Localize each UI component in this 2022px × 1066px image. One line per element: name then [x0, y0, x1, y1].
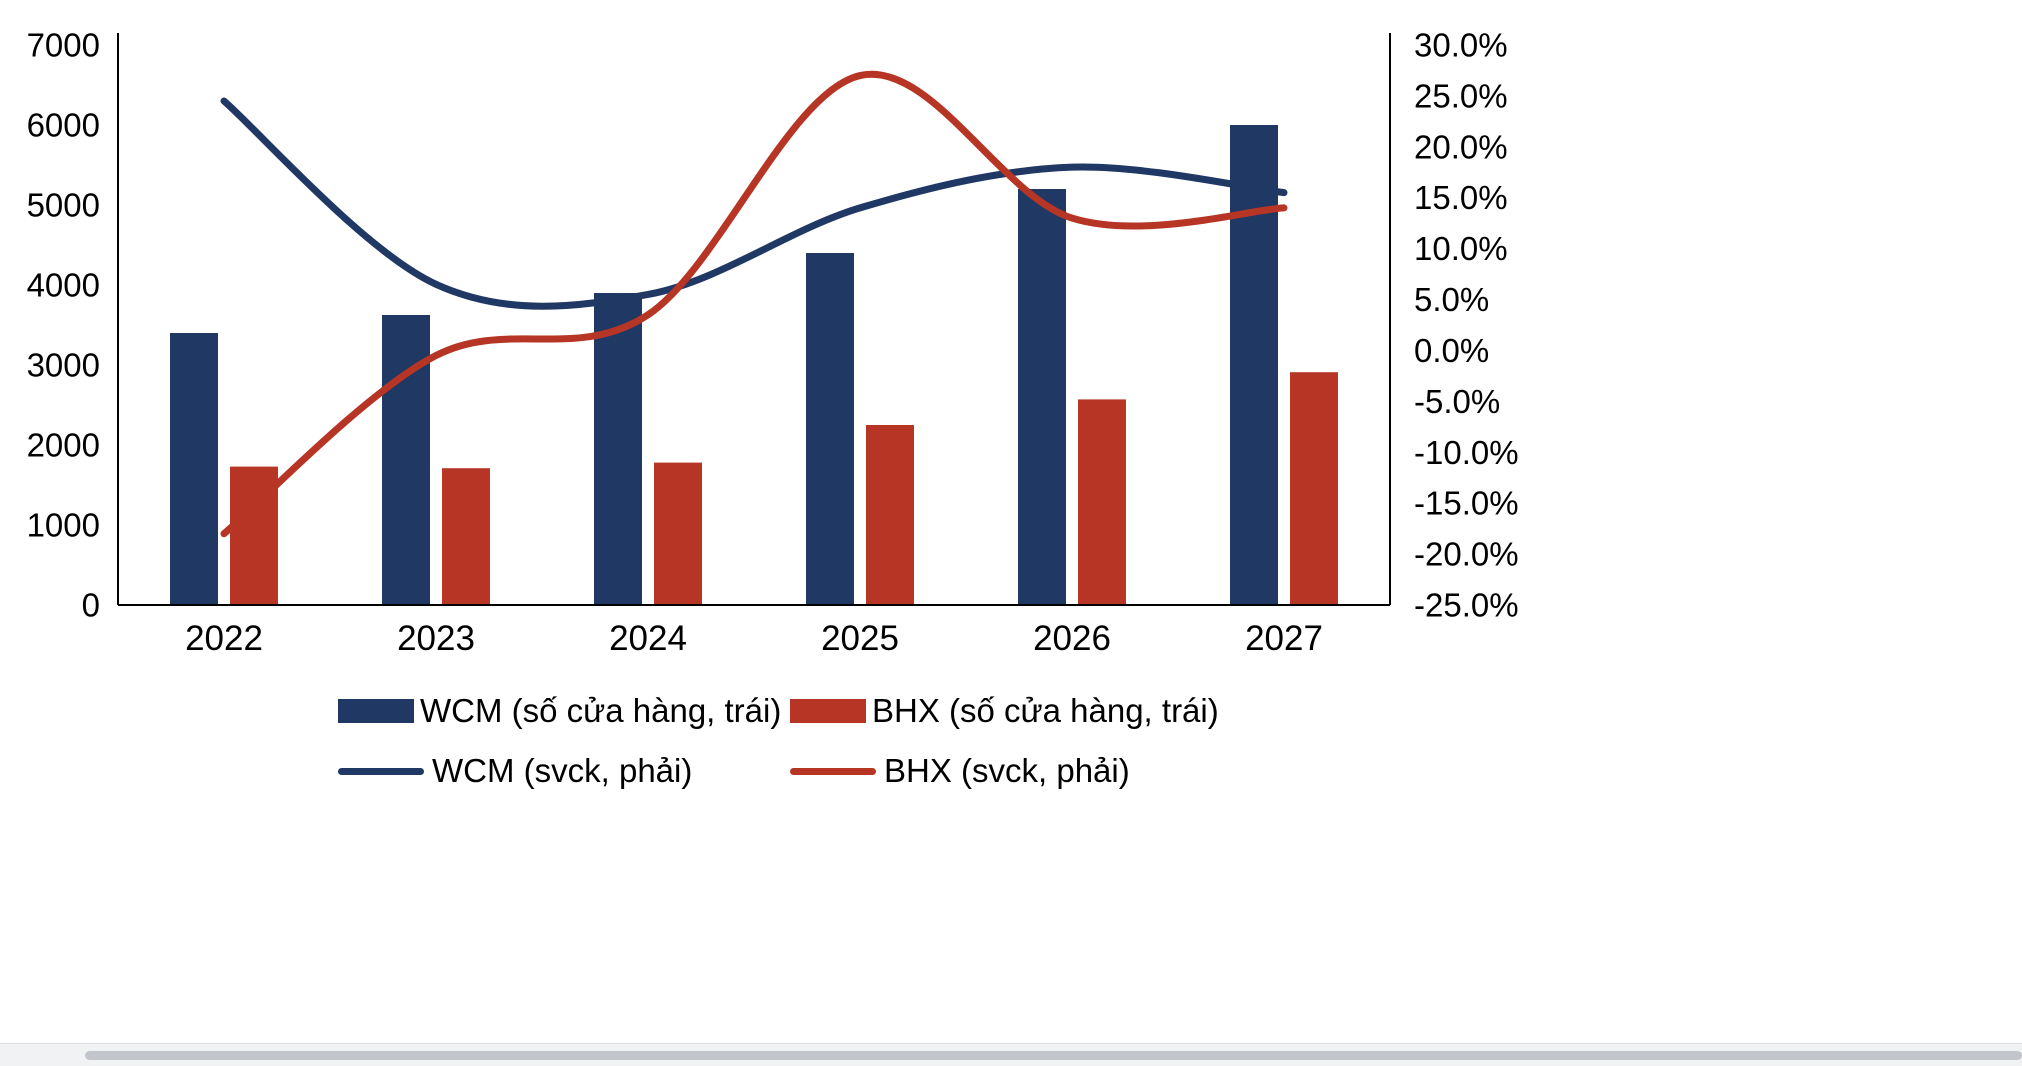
combo-chart: 0 1000 2000 3000 4000 5000 6000 7000 -25.0% -20.0…	[27, 27, 1519, 659]
bhx-bar	[866, 425, 914, 605]
left-axis-tick-label: 0	[82, 587, 100, 624]
left-axis-tick-label: 6000	[27, 107, 100, 144]
left-axis-tick-label: 7000	[27, 27, 100, 64]
right-axis-tick-label: -15.0%	[1414, 485, 1519, 522]
right-axis-tick-label: 25.0%	[1414, 77, 1508, 114]
legend-label-bhx-bars: BHX (số cửa hàng, trái)	[872, 692, 1219, 729]
right-axis-tick-label: -5.0%	[1414, 383, 1500, 420]
x-axis-tick-label: 2022	[185, 619, 263, 658]
left-axis-tick-label: 3000	[27, 347, 100, 384]
right-axis-tick-label: 30.0%	[1414, 27, 1508, 64]
legend-item-bhx-line: BHX (svck, phải)	[790, 752, 1219, 790]
x-axis-tick-label: 2026	[1033, 619, 1111, 658]
x-axis-tick-label: 2024	[609, 619, 687, 658]
right-axis-tick-label: 10.0%	[1414, 230, 1508, 267]
wcm-bar	[806, 253, 854, 605]
horizontal-scrollbar	[0, 1043, 2022, 1066]
bhx-bar	[442, 468, 490, 605]
scrollbar-thumb[interactable]	[85, 1051, 2022, 1060]
legend-label-wcm-bars: WCM (số cửa hàng, trái)	[420, 692, 782, 729]
legend-item-wcm-line: WCM (svck, phải)	[338, 752, 790, 790]
right-axis-tick-label: -20.0%	[1414, 536, 1519, 573]
x-axis-tick-label: 2025	[821, 619, 899, 658]
right-axis-tick-label: -25.0%	[1414, 587, 1519, 624]
bhx-bar	[1290, 372, 1338, 605]
legend-item-wcm-bars: WCM (số cửa hàng, trái)	[338, 692, 790, 730]
legend: WCM (số cửa hàng, trái) BHX (số cửa hàng…	[338, 692, 1219, 790]
left-axis-tick-label: 4000	[27, 267, 100, 304]
right-axis-tick-label: 5.0%	[1414, 281, 1489, 318]
right-axis-tick-label: 0.0%	[1414, 332, 1489, 369]
wcm-bar	[382, 315, 430, 605]
bhx-bar-swatch-icon	[790, 699, 866, 723]
bhx-line-swatch-icon	[790, 767, 876, 775]
wcm-bar	[170, 333, 218, 605]
wcm-bar	[594, 293, 642, 605]
legend-item-bhx-bars: BHX (số cửa hàng, trái)	[790, 692, 1219, 730]
left-axis-tick-label: 1000	[27, 507, 100, 544]
right-axis-tick-label: -10.0%	[1414, 434, 1519, 471]
x-axis-tick-label: 2023	[397, 619, 475, 658]
left-axis-tick-label: 2000	[27, 427, 100, 464]
wcm-growth-line	[220, 97, 1288, 310]
bhx-bar	[654, 462, 702, 605]
left-axis-tick-label: 5000	[27, 187, 100, 224]
bhx-growth-line	[220, 70, 1288, 538]
wcm-line-swatch-icon	[338, 767, 424, 775]
wcm-bar-swatch-icon	[338, 699, 414, 723]
right-axis-tick-label: 20.0%	[1414, 128, 1508, 165]
x-axis-tick-label: 2027	[1245, 619, 1323, 658]
right-axis-tick-label: 15.0%	[1414, 179, 1508, 216]
wcm-bar	[1018, 189, 1066, 605]
bhx-bar	[1078, 399, 1126, 605]
legend-label-bhx-line: BHX (svck, phải)	[884, 752, 1130, 789]
legend-label-wcm-line: WCM (svck, phải)	[432, 752, 693, 789]
wcm-bar	[1230, 125, 1278, 605]
